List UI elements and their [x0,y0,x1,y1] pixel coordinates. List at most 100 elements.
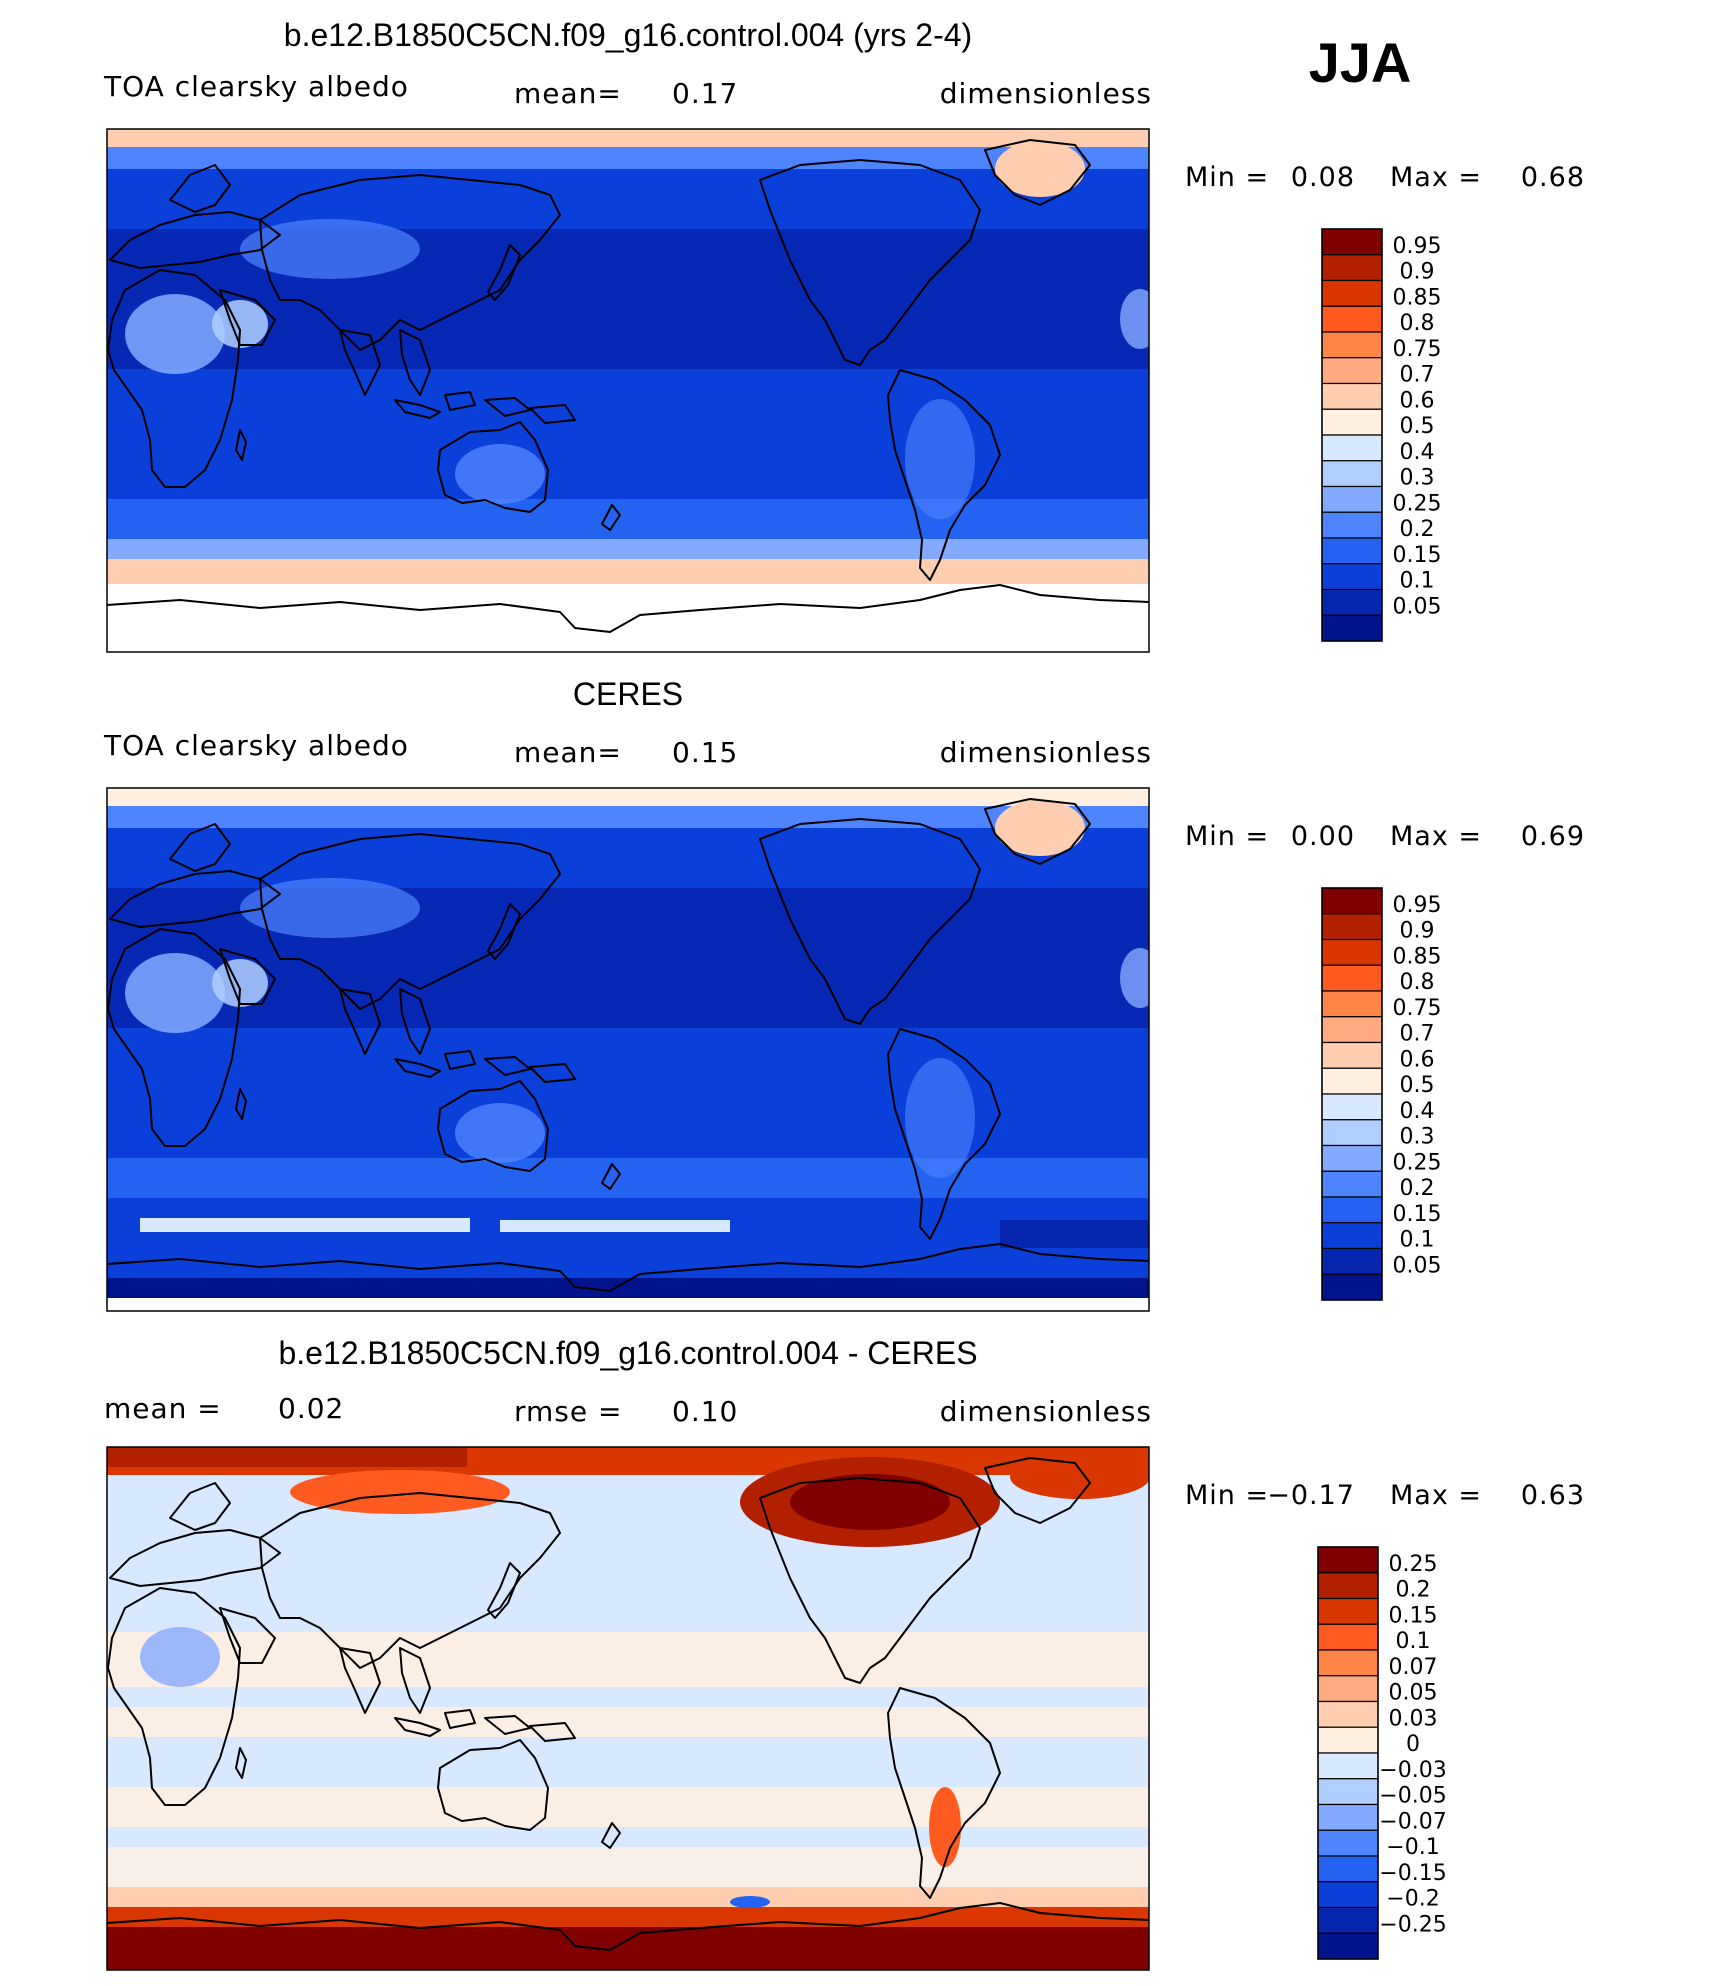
colorbar-swatch [1317,1572,1379,1600]
seaice-east [1000,1220,1149,1248]
colorbar-frame [1317,1546,1379,1960]
colorbar-swatch [1317,1752,1379,1780]
colorbar-tick-label: −0.1 [1386,1835,1439,1860]
east-edge-land [1120,289,1149,349]
colorbar-tick-label: 0 [1406,1732,1420,1757]
map-frame [106,1446,1150,1971]
colorbar-tick-label: 0.85 [1393,285,1442,310]
colorbar-swatch [1317,1829,1379,1857]
colorbar-swatch [1321,1247,1383,1275]
map-frame [106,128,1150,653]
colorbar-tick-label: 0.25 [1393,1150,1442,1175]
canada-high [290,1470,510,1514]
variable-label: TOA clearsky albedo [103,729,409,762]
map-frame [106,787,1150,1312]
arctic-ice [107,129,1149,147]
colorbar-swatch [1317,1597,1379,1625]
colorbar-swatch [1321,1196,1383,1224]
colorbar-swatch [1321,382,1383,410]
min-label: Min = [1185,162,1269,193]
max-label: Max = [1390,821,1482,852]
colorbar-tick-label: 0.05 [1393,594,1442,619]
colorbar-swatch [1321,228,1383,256]
center-label: mean= [514,736,622,769]
colorbar-swatch [1317,1700,1379,1728]
colorbar-swatch [1317,1623,1379,1651]
min-label: Min = [1185,821,1269,852]
arctic-ice [107,788,1149,806]
units-label: dimensionless [940,77,1152,110]
colorbar-tick-label: 0.3 [1400,1125,1435,1150]
colorbar-swatch [1317,1803,1379,1831]
south-dark [107,1198,1149,1218]
colorbar-swatch [1321,913,1383,941]
colorbar-tick-label: −0.05 [1379,1784,1446,1809]
colorbar-tick-label: −0.15 [1379,1861,1446,1886]
colorbar-swatch [1317,1881,1379,1909]
colorbar-tick-label: 0.6 [1400,388,1435,413]
seaice-west [140,1218,470,1232]
colorbar-swatch [1317,1649,1379,1677]
colorbar-swatch [1321,357,1383,385]
colorbar-swatch [1321,990,1383,1018]
ross-low [730,1896,770,1908]
colorbar-swatch [1321,408,1383,436]
max-value: 0.69 [1521,821,1585,852]
sahara-low [140,1627,220,1687]
variable-label: TOA clearsky albedo [103,70,409,103]
colorbar-swatch [1317,1906,1379,1934]
colorbar-tick-label: 0.75 [1393,337,1442,362]
colorbar: 0.950.90.850.80.750.70.60.50.40.30.250.2… [1321,887,1442,1301]
colorbar-tick-label: 0.2 [1396,1578,1431,1603]
colorbar-swatch [1321,1273,1383,1301]
colorbar-tick-label: 0.85 [1393,944,1442,969]
panel-2: CERES TOA clearsky albedo mean= 0.15 dimensi… [103,676,1585,1312]
colorbar-tick-label: 0.15 [1393,1202,1442,1227]
colorbar-swatch [1321,254,1383,282]
max-value: 0.68 [1521,162,1585,193]
min-value: 0.00 [1291,821,1355,852]
colorbar-tick-label: 0.9 [1400,260,1435,285]
colorbar-swatch [1321,460,1383,488]
mean-value: 0.02 [278,1392,344,1425]
min-value: 0.08 [1291,162,1355,193]
sahara-bright [125,294,225,374]
colorbar-swatch [1321,1016,1383,1044]
colorbar-tick-label: 0.05 [1393,1253,1442,1278]
colorbar-swatch [1321,537,1383,565]
samerica-bright [905,1058,975,1178]
colorbar-tick-label: 0.15 [1393,543,1442,568]
colorbar-swatch [1321,279,1383,307]
panel-1: b.e12.B1850C5CN.f09_g16.control.004 (yrs… [103,17,1585,653]
colorbar-tick-label: 0.95 [1393,234,1442,259]
colorbar-swatch [1321,887,1383,915]
panel-title: b.e12.B1850C5CN.f09_g16.control.004 - CE… [278,1335,977,1371]
max-value: 0.63 [1521,1480,1585,1511]
colorbar-tick-label: 0.25 [1393,491,1442,516]
center-label: mean= [514,77,622,110]
min-label: Min = [1185,1480,1269,1511]
greenland-ice [995,800,1085,856]
colorbar-swatch [1321,511,1383,539]
colorbar-swatch [1317,1675,1379,1703]
arctic-west [107,1447,467,1467]
colorbar-tick-label: 0.25 [1389,1552,1438,1577]
colorbar-tick-label: −0.07 [1379,1809,1446,1834]
center-label: rmse = [514,1395,622,1428]
map-field [107,788,1149,1311]
colorbar-tick-label: 0.8 [1400,311,1435,336]
center-value: 0.17 [672,77,738,110]
sahara-bright [125,953,225,1033]
panel-3: b.e12.B1850C5CN.f09_g16.control.004 - CE… [104,1335,1585,1971]
panel-title: CERES [573,676,683,712]
subtropic-band [107,1632,1149,1687]
colorbar-swatch [1321,1170,1383,1198]
colorbar-tick-label: 0.1 [1400,1228,1435,1253]
colorbar: 0.950.90.850.80.750.70.60.50.40.30.250.2… [1321,228,1442,642]
colorbar-swatch [1321,1041,1383,1069]
season-label: JJA [1309,31,1412,94]
colorbar-swatch [1321,1144,1383,1172]
antarctic-max [107,1927,1149,1970]
south-ring [107,1887,1149,1907]
